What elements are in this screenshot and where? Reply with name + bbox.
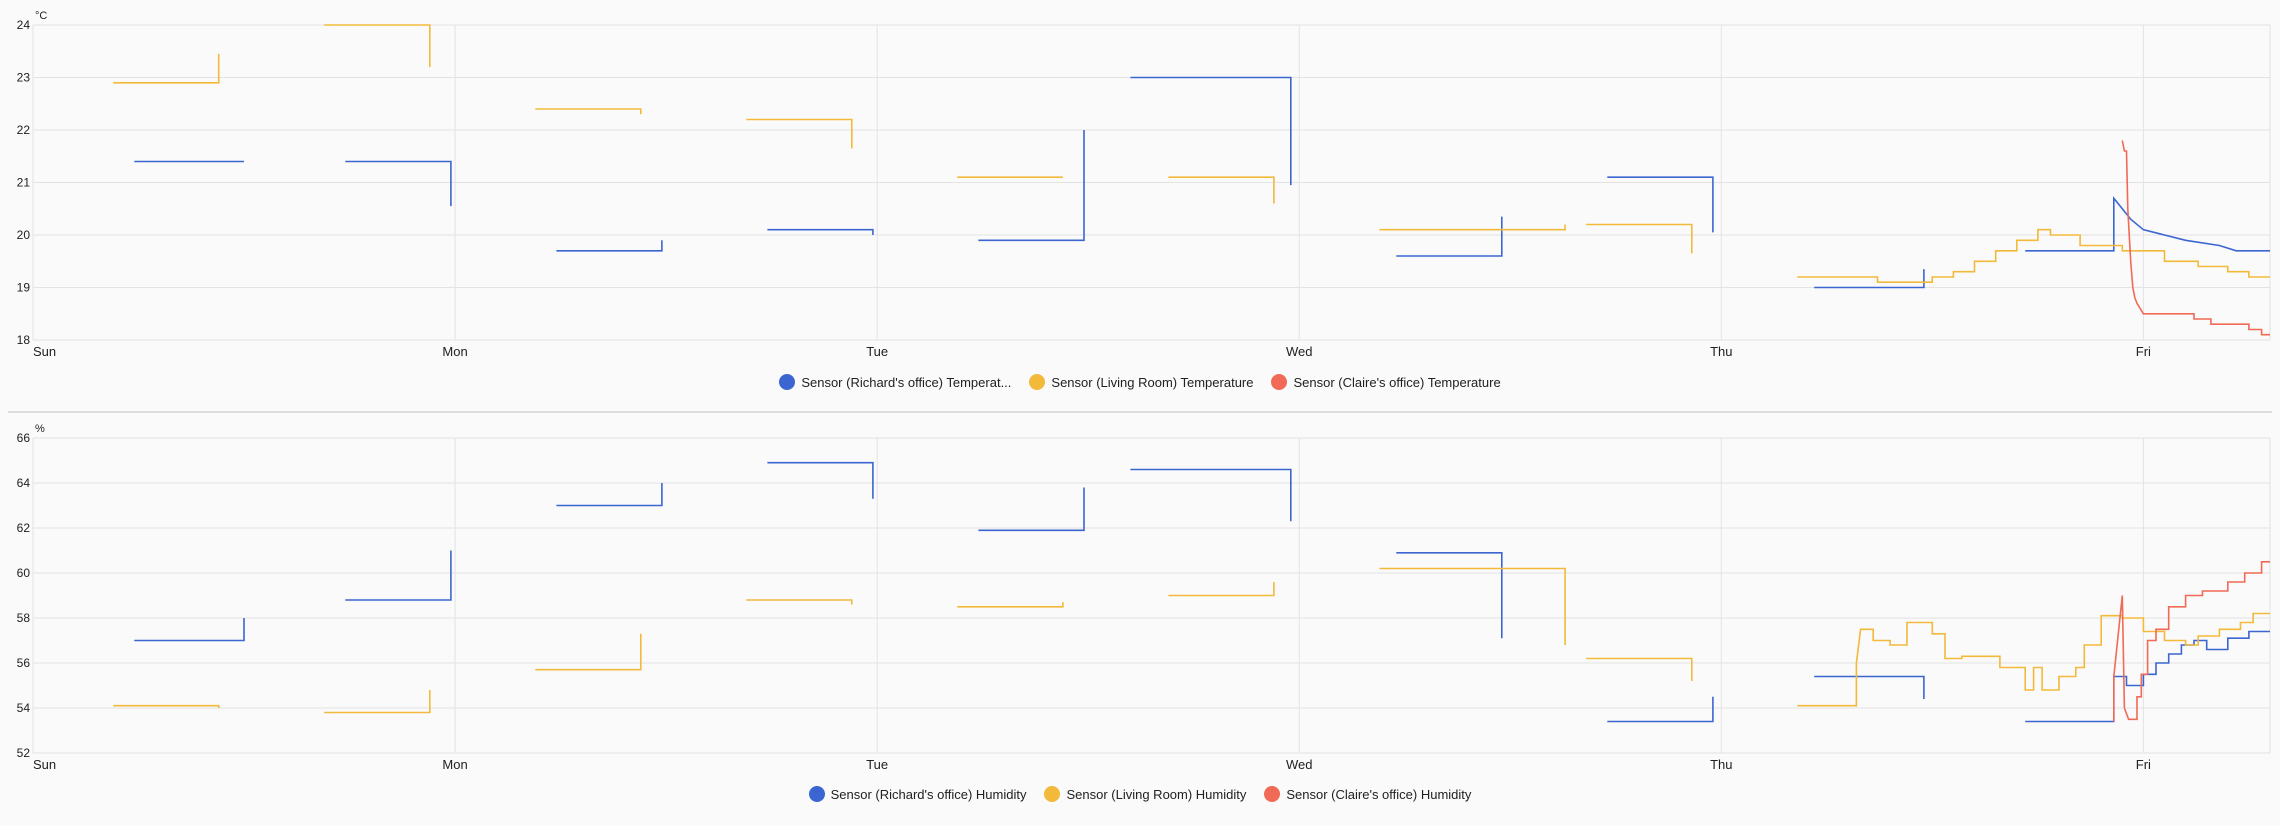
humidity-line-living (113, 704, 220, 708)
temperature-chart[interactable]: 18 19 20 21 22 23 24 Sun Mon Tue Wed Thu Fri °C (0, 0, 2280, 365)
legend-item-living-room-humidity[interactable]: Sensor (Living Room) Humidity (1044, 786, 1246, 802)
humidity-x-tick-label: Sun (33, 757, 56, 772)
humidity-line-richard (767, 461, 874, 499)
temperature-y-tick-label: 21 (17, 176, 31, 190)
humidity-line-living (324, 690, 431, 714)
temperature-line-richard (1130, 76, 1292, 186)
temperature-line-living (746, 118, 853, 149)
temperature-line-claire (2121, 140, 2270, 336)
temperature-y-tick-label: 19 (17, 281, 31, 295)
legend-item-claire-humidity[interactable]: Sensor (Claire's office) Humidity (1264, 786, 1471, 802)
humidity-line-richard (1814, 675, 1925, 699)
temperature-line-richard (345, 160, 452, 207)
humidity-series-claire (2113, 561, 2270, 722)
legend-label: Sensor (Richard's office) Humidity (830, 786, 1027, 802)
humidity-line-living (1797, 612, 2270, 707)
legend-item-living-room-temperature[interactable]: Sensor (Living Room) Temperature (1029, 374, 1253, 390)
humidity-line-living (1168, 582, 1275, 597)
humidity-series-richard (134, 461, 2270, 723)
temperature-x-tick-label: Mon (442, 344, 467, 359)
humidity-line-richard (1607, 696, 1714, 723)
temperature-x-tick-label: Wed (1286, 344, 1313, 359)
humidity-line-richard (1130, 468, 1292, 522)
temperature-line-living (1586, 223, 1693, 254)
legend-swatch-claire (1264, 786, 1281, 802)
temperature-x-tick-label: Tue (866, 344, 888, 359)
humidity-line-richard (556, 483, 663, 507)
humidity-line-living (1379, 567, 1566, 645)
humidity-line-richard (1396, 552, 1503, 639)
temperature-x-tick-label: Sun (33, 344, 56, 359)
temperature-chart-panel: 18 19 20 21 22 23 24 Sun Mon Tue Wed Thu Fri °C Senso… (0, 0, 2280, 410)
humidity-x-tick-label: Fri (2136, 757, 2151, 772)
temperature-legend: Sensor (Richard's office) Temperat... Se… (0, 374, 2280, 390)
legend-item-richard-humidity[interactable]: Sensor (Richard's office) Humidity (808, 786, 1027, 802)
humidity-x-tick-label: Mon (442, 757, 467, 772)
legend-swatch-living-room (1044, 786, 1061, 802)
temperature-line-richard (1607, 176, 1714, 233)
legend-swatch-richard (779, 374, 796, 390)
humidity-x-tick-label: Tue (866, 757, 888, 772)
temperature-line-living (1168, 176, 1275, 204)
temperature-line-living (113, 53, 220, 84)
humidity-legend: Sensor (Richard's office) Humidity Senso… (0, 786, 2280, 802)
legend-label: Sensor (Claire's office) Temperature (1293, 374, 1501, 390)
temperature-line-richard (2025, 196, 2270, 252)
legend-swatch-claire (1271, 374, 1288, 390)
humidity-x-tick-label: Wed (1286, 757, 1313, 772)
humidity-line-richard (134, 618, 245, 642)
humidity-line-richard (345, 550, 452, 601)
humidity-line-living (1586, 657, 1693, 681)
temperature-line-living (1379, 224, 1566, 231)
humidity-x-tick-label: Thu (1710, 757, 1732, 772)
humidity-line-living (746, 599, 853, 605)
humidity-chart-panel: 52 54 56 58 60 62 64 66 Sun Mon Tue Wed Thu Fri% Sens… (0, 414, 2280, 826)
temperature-series-claire (2121, 140, 2270, 336)
legend-item-claire-temperature[interactable]: Sensor (Claire's office) Temperature (1271, 374, 1501, 390)
temperature-line-richard (556, 240, 663, 252)
temperature-x-tick-label: Thu (1710, 344, 1732, 359)
humidity-line-claire (2113, 561, 2270, 722)
humidity-line-richard (978, 487, 1085, 532)
temperature-y-tick-label: 24 (17, 18, 31, 32)
legend-item-richard-temperature[interactable]: Sensor (Richard's office) Temperat... (779, 374, 1011, 390)
temperature-y-tick-label: 23 (17, 71, 31, 85)
legend-swatch-richard (808, 786, 825, 802)
legend-label: Sensor (Living Room) Temperature (1051, 374, 1254, 390)
temperature-line-richard (1814, 269, 1925, 289)
temperature-series-richard (134, 76, 2270, 289)
legend-label: Sensor (Claire's office) Humidity (1286, 786, 1472, 802)
temperature-line-living (1797, 228, 2270, 284)
humidity-line-living (957, 602, 1064, 608)
temperature-series-living (113, 24, 2270, 284)
temperature-y-tick-label: 18 (17, 333, 31, 347)
temperature-line-living (535, 108, 642, 115)
humidity-line-richard (2025, 630, 2270, 723)
legend-label: Sensor (Richard's office) Temperat... (801, 374, 1012, 390)
humidity-series-living (113, 567, 2270, 714)
humidity-line-living (535, 633, 642, 671)
temperature-line-living (324, 24, 431, 67)
humidity-y-tick-label: 54 (17, 701, 31, 715)
temperature-x-tick-label: Fri (2136, 344, 2151, 359)
chart-divider (8, 411, 2272, 413)
humidity-y-tick-label: 58 (17, 611, 31, 625)
humidity-unit-label: % (35, 423, 45, 435)
temperature-y-tick-label: 20 (17, 228, 31, 242)
humidity-y-tick-label: 60 (17, 566, 31, 580)
legend-swatch-living-room (1029, 374, 1046, 390)
humidity-chart[interactable]: 52 54 56 58 60 62 64 66 Sun Mon Tue Wed Thu Fri% (0, 414, 2280, 778)
humidity-y-tick-label: 66 (17, 431, 31, 445)
temperature-line-richard (978, 130, 1085, 242)
humidity-y-tick-label: 52 (17, 746, 31, 760)
temperature-unit-label: °C (35, 10, 47, 22)
temperature-line-richard (767, 228, 874, 235)
humidity-y-tick-label: 62 (17, 521, 31, 535)
temperature-y-tick-label: 22 (17, 123, 31, 137)
humidity-y-tick-label: 56 (17, 656, 31, 670)
temperature-line-richard (1396, 216, 1503, 257)
humidity-y-tick-label: 64 (17, 476, 31, 490)
legend-label: Sensor (Living Room) Humidity (1066, 786, 1247, 802)
